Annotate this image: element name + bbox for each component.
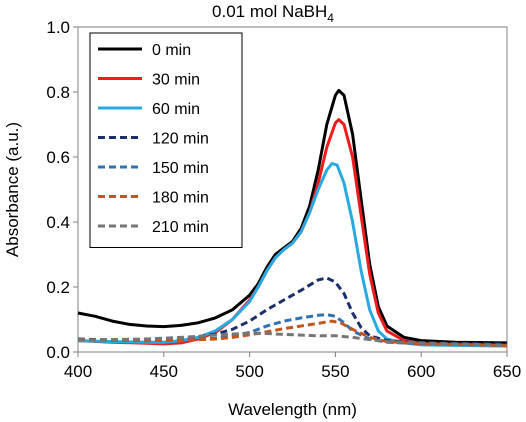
legend-label: 150 min [152, 160, 209, 177]
y-tick-label: 1.0 [46, 18, 70, 37]
y-tick-label: 0.4 [46, 213, 70, 232]
legend-box [89, 32, 243, 248]
y-tick-label: 0.6 [46, 148, 70, 167]
x-tick-label: 650 [493, 362, 521, 381]
legend-label: 180 min [152, 190, 209, 207]
x-tick-label: 450 [150, 362, 178, 381]
y-tick-label: 0.8 [46, 83, 70, 102]
series-line-210-min [77, 331, 508, 347]
legend-label: 0 min [152, 42, 191, 59]
x-tick-label: 400 [64, 362, 92, 381]
plot-frame [77, 26, 508, 353]
chart-title-subscript: 4 [327, 11, 334, 25]
y-tick-label: 0.0 [46, 343, 70, 362]
x-tick-label: 550 [321, 362, 349, 381]
legend-label: 60 min [152, 101, 200, 118]
series-line-180-min [77, 319, 508, 347]
legend-label: 30 min [152, 72, 200, 89]
y-axis-ticks: 0.0 0.2 0.4 0.6 0.8 1.0 [46, 18, 78, 362]
chart-title: 0.01 mol NaBH4 [212, 2, 334, 25]
y-axis-title: Absorbance (a.u.) [3, 122, 22, 257]
legend-label: 210 min [152, 219, 209, 236]
x-axis-ticks: 400 450 500 550 600 650 [64, 352, 521, 381]
x-tick-label: 600 [407, 362, 435, 381]
x-tick-label: 500 [235, 362, 263, 381]
legend-label: 120 min [152, 131, 209, 148]
series-line-120-min [77, 276, 508, 346]
y-tick-label: 0.2 [46, 278, 70, 297]
x-axis-title: Wavelength (nm) [228, 400, 357, 419]
series-lines [77, 88, 508, 348]
legend: 0 min 30 min 60 min 120 min 150 min 180 min 21… [98, 42, 209, 236]
